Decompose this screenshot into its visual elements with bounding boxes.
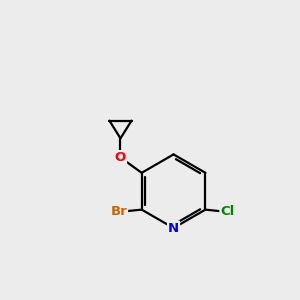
Text: Br: Br (110, 205, 127, 218)
Text: Cl: Cl (220, 205, 235, 218)
Text: N: N (168, 221, 179, 235)
Text: O: O (115, 151, 126, 164)
